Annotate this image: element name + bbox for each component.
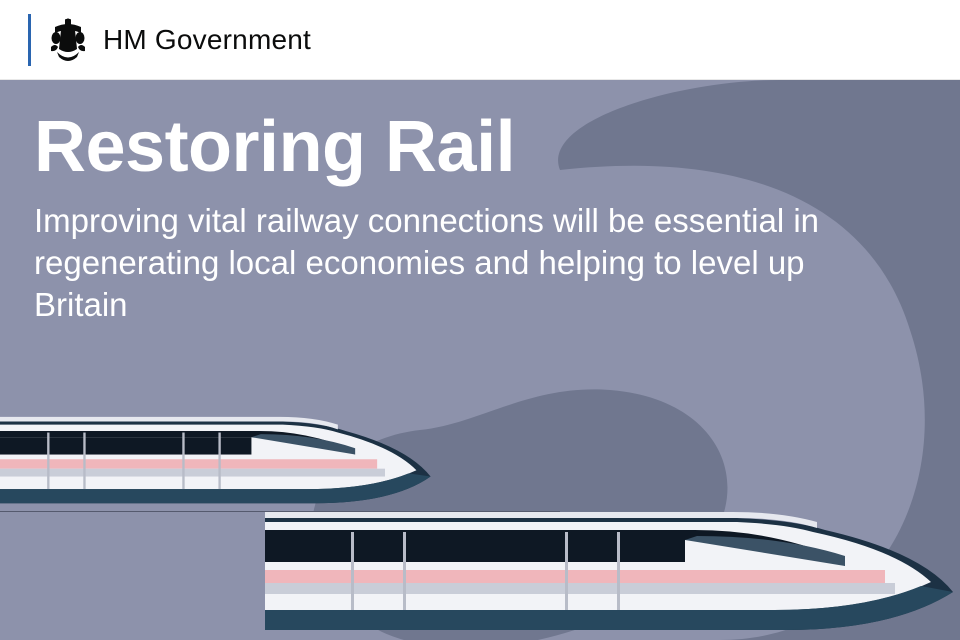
- hero-copy: Restoring Rail Improving vital railway c…: [34, 110, 920, 326]
- header-accent: [28, 14, 31, 66]
- train-upper: [0, 408, 440, 516]
- org-name: HM Government: [103, 24, 311, 56]
- hero-panel: Restoring Rail Improving vital railway c…: [0, 80, 960, 640]
- hero-subtitle: Improving vital railway connections will…: [34, 200, 844, 327]
- hero-title: Restoring Rail: [34, 110, 920, 186]
- header-bar: HM Government: [0, 0, 960, 80]
- train-lower: [265, 504, 960, 640]
- royal-crest-icon: [45, 17, 91, 63]
